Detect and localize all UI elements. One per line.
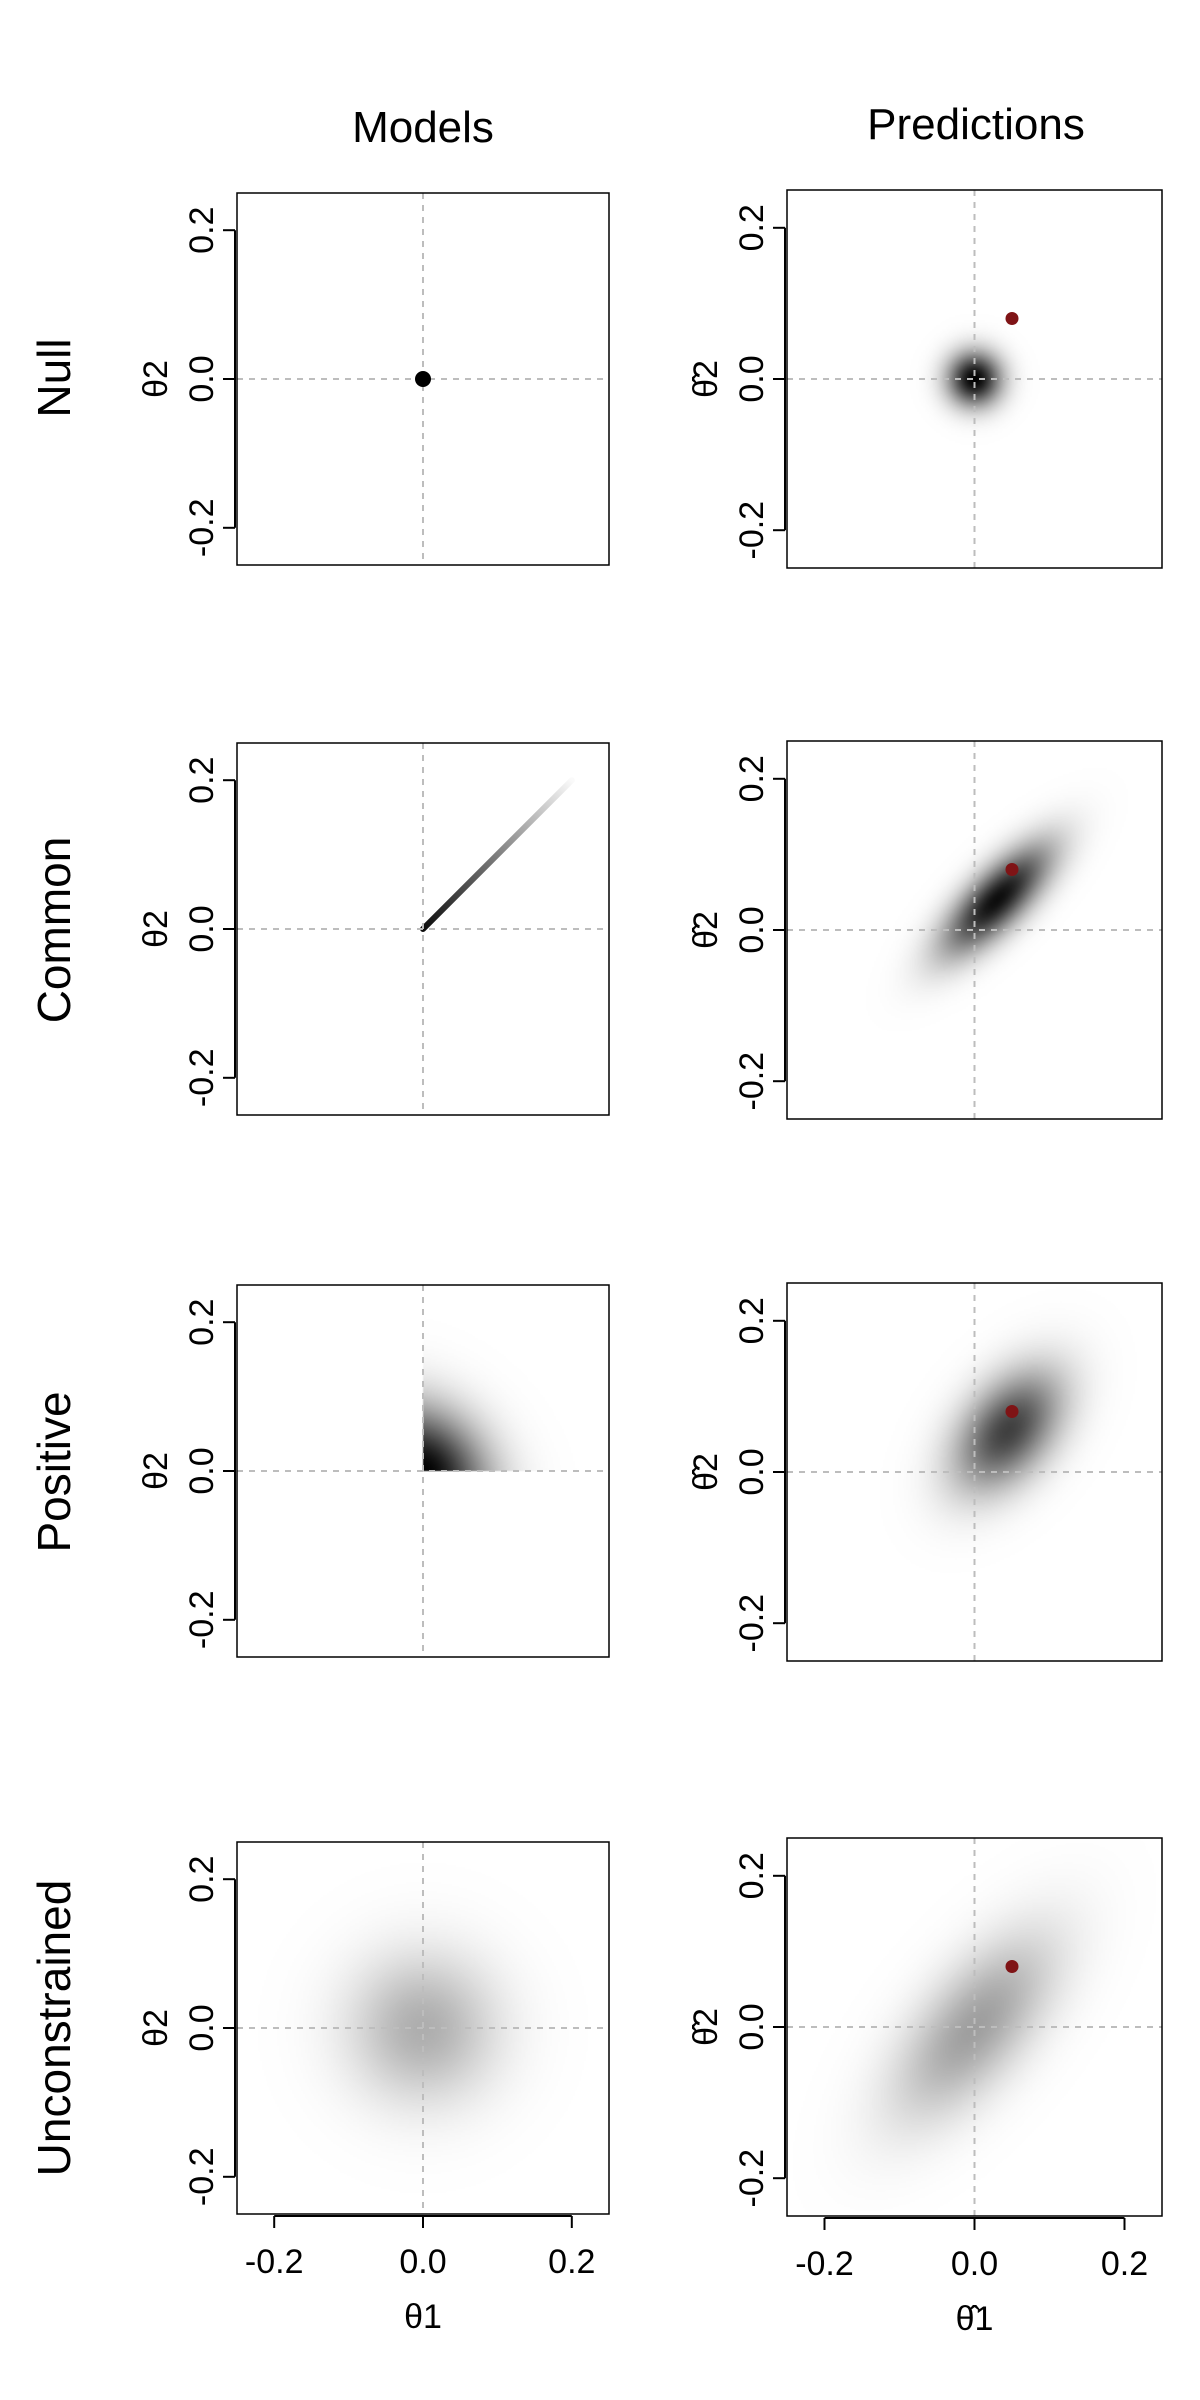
x-axis-label: θ1 [404, 2298, 442, 2336]
observed-point [1005, 1405, 1019, 1419]
y-tick-label: 0.0 [183, 355, 221, 402]
y-axis-label: θ̂2 [687, 360, 725, 398]
y-tick-label: 0.0 [183, 1447, 221, 1494]
panel-frame [236, 742, 610, 1116]
y-axis-label: θ̂2 [687, 1453, 725, 1491]
y-tick-label: -0.2 [733, 1052, 771, 1111]
panel-common-models: -0.2 0.0 0.2 θ2 [137, 742, 610, 1116]
x-tick-label: -0.2 [795, 2245, 854, 2283]
panels: -0.20.00.2θ2-0.20.00.2θ̂2-0.20.00.2θ2-0.… [137, 189, 1163, 2338]
density-image [787, 741, 1162, 1119]
panel-unconstrained-predictions: -0.2 0.0 0.2 θ̂2 -0.2 0.0 0.2 θ̂1 [687, 1837, 1163, 2338]
y-tick-label: 0.2 [183, 207, 221, 254]
density-image [787, 1283, 1162, 1661]
y-tick-label: -0.2 [183, 1049, 221, 1108]
y-tick-label: 0.0 [733, 2003, 771, 2050]
row-label-positive: Positive [28, 1391, 80, 1552]
y-tick-label: 0.0 [733, 906, 771, 953]
panel-frame [236, 192, 610, 566]
observed-point [1005, 863, 1019, 877]
column-title-predictions: Predictions [867, 100, 1085, 149]
y-tick-label: 0.0 [183, 905, 221, 952]
y-tick-label: -0.2 [733, 501, 771, 560]
y-tick-label: 0.2 [733, 1297, 771, 1344]
y-tick-label: 0.2 [733, 1852, 771, 1899]
x-tick-label: 0.0 [951, 2245, 998, 2283]
y-tick-label: 0.2 [733, 755, 771, 802]
y-tick-label: 0.2 [183, 1299, 221, 1346]
x-tick-label: 0.0 [399, 2243, 446, 2281]
y-axis-label: θ2 [137, 1452, 175, 1490]
panel-positive-predictions: -0.2 0.0 0.2 θ̂2 [687, 1282, 1163, 1662]
column-title-models: Models [352, 103, 494, 152]
panel-frame [236, 1841, 610, 2215]
density-image [787, 1838, 1162, 2216]
observed-point [1005, 1960, 1019, 1974]
row-label-null: Null [28, 338, 80, 417]
y-axis-label: θ2 [137, 910, 175, 948]
x-tick-label: -0.2 [245, 2243, 304, 2281]
density-ray [420, 777, 575, 932]
panel-frame [786, 1837, 1163, 2217]
y-axis-label: θ̂2 [687, 2008, 725, 2046]
y-tick-label: 0.2 [733, 204, 771, 251]
titles: Models Predictions Null Common Positive … [28, 100, 1085, 2176]
y-tick-label: 0.2 [183, 757, 221, 804]
panel-frame [786, 189, 1163, 569]
y-tick-label: -0.2 [183, 499, 221, 558]
x-tick-label: 0.2 [548, 2243, 595, 2281]
x-axis-label: θ̂1 [956, 2300, 994, 2338]
y-axis-label: θ2 [137, 360, 175, 398]
row-label-common: Common [28, 837, 80, 1024]
row-label-unconstrained: Unconstrained [28, 1880, 80, 2177]
y-axis-label: θ̂2 [687, 911, 725, 949]
panel-common-predictions: -0.2 0.0 0.2 θ̂2 [687, 740, 1163, 1120]
y-tick-label: -0.2 [183, 2148, 221, 2207]
panel-frame [786, 740, 1163, 1120]
panel-frame [236, 1284, 610, 1658]
panel-frame [786, 1282, 1163, 1662]
y-tick-label: -0.2 [733, 2149, 771, 2208]
y-tick-label: -0.2 [183, 1591, 221, 1650]
y-tick-label: 0.0 [733, 1448, 771, 1495]
y-axis-label: θ2 [137, 2009, 175, 2047]
y-tick-label: -0.2 [733, 1594, 771, 1653]
x-tick-label: 0.2 [1101, 2245, 1148, 2283]
panel-null-predictions: -0.2 0.0 0.2 θ̂2 [687, 189, 1163, 569]
y-tick-label: 0.2 [183, 1856, 221, 1903]
density-image [787, 190, 1162, 568]
panel-unconstrained-models: -0.2 0.0 0.2 θ2 -0.2 0.0 0.2 θ1 [137, 1841, 610, 2336]
y-tick-label: 0.0 [733, 355, 771, 402]
y-tick-label: 0.0 [183, 2004, 221, 2051]
point-mass-marker [415, 371, 431, 387]
observed-point [1005, 312, 1019, 326]
panel-null-models: -0.2 0.0 0.2 θ2 [137, 192, 610, 566]
panel-positive-models: -0.2 0.0 0.2 θ2 [137, 1284, 610, 1658]
